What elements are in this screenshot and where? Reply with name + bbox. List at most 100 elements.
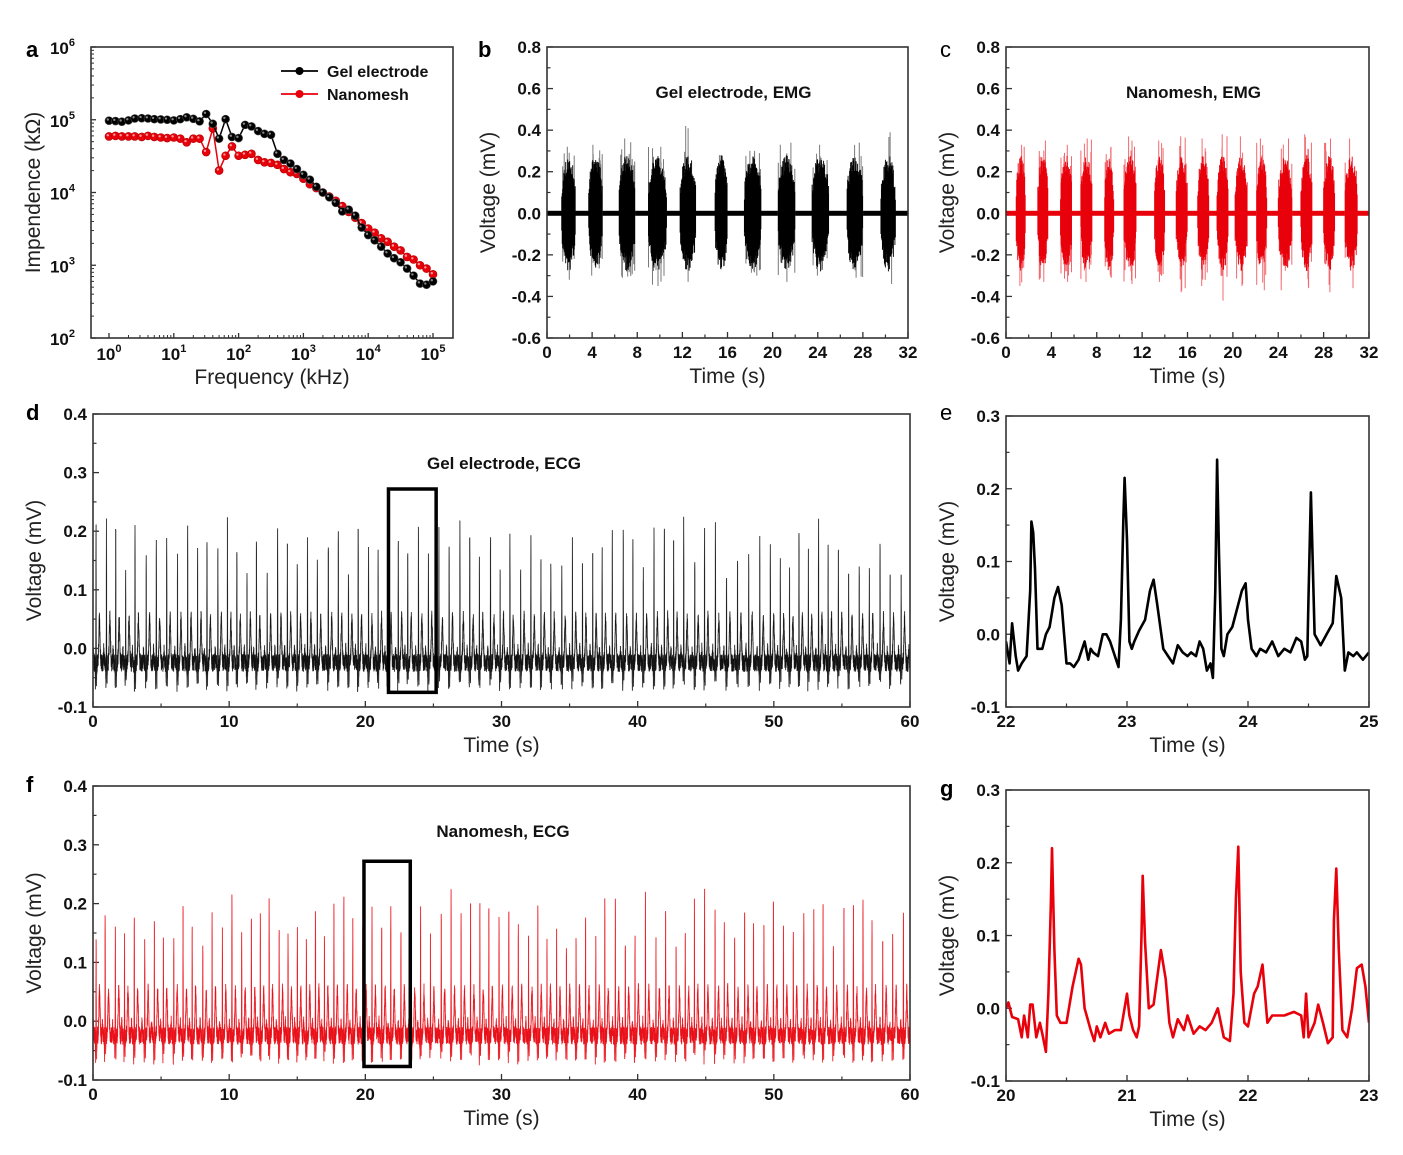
data-point-highlight — [294, 166, 297, 170]
data-point-highlight — [190, 136, 194, 139]
series-emg — [547, 126, 908, 286]
y-tick-label: 0.1 — [976, 553, 1000, 572]
x-tick-label: 0 — [542, 343, 551, 362]
data-point-highlight — [378, 244, 382, 247]
data-point-highlight — [145, 133, 149, 136]
y-tick-label: 0.2 — [976, 854, 1000, 873]
panel-label-e: e — [940, 400, 952, 425]
data-point-highlight — [132, 134, 135, 137]
x-axis-title: Time (s) — [1149, 1108, 1225, 1131]
legend-marker — [295, 67, 304, 75]
data-point-highlight — [404, 266, 408, 269]
series-ecg — [93, 888, 910, 1066]
data-point-highlight — [145, 116, 149, 119]
plot-frame — [1005, 415, 1370, 708]
x-tick-label: 8 — [1092, 343, 1101, 362]
series-gel-electrode — [104, 109, 438, 290]
data-point-highlight — [249, 124, 252, 127]
y-tick-label: 0.8 — [976, 38, 1000, 57]
x-axis-title: Frequency (kHz) — [194, 366, 349, 389]
data-point-highlight — [281, 157, 284, 160]
data-point-highlight — [326, 194, 330, 198]
panel-g: 20 21 22 23 -0.1 0.0 0.1 0.2 0.3 Time (s) Voltage … — [936, 781, 1378, 1131]
y-tick-exponent: 5 — [69, 110, 75, 122]
data-point-highlight — [216, 168, 220, 171]
y-tick-label: 0.3 — [976, 781, 1000, 800]
data-point — [312, 182, 321, 192]
legend-label: Nanomesh — [327, 87, 409, 104]
data-point-highlight — [113, 133, 116, 136]
data-point-highlight — [171, 135, 174, 138]
data-point-highlight — [262, 131, 265, 134]
y-tick-label: 104 — [50, 183, 76, 204]
y-tick-label: 0.1 — [63, 953, 87, 972]
data-point — [208, 119, 218, 129]
y-tick-label: 0.0 — [63, 639, 87, 658]
data-point — [376, 242, 386, 251]
panel-label-b: b — [478, 37, 491, 62]
panel-c: 0 4 8 12 16 20 24 28 32 -0.6 -0.4 -0.2 0.0 0.2 0.4 0.6 0… — [936, 38, 1378, 388]
x-tick-label: 21 — [1118, 1086, 1137, 1105]
x-tick-label: 8 — [633, 343, 642, 362]
data-point — [195, 134, 204, 143]
data-point-highlight — [255, 157, 259, 160]
panel-label-a: a — [26, 37, 39, 62]
y-axis-title: Voltage (mV) — [23, 872, 46, 993]
y-axis-title: Impendence (kΩ) — [22, 112, 45, 274]
data-point-highlight — [411, 257, 414, 260]
data-point-highlight — [151, 116, 155, 120]
y-tick-label: 0.2 — [63, 895, 87, 914]
data-point-highlight — [398, 259, 401, 263]
y-axis-title: Voltage (mV) — [936, 132, 959, 253]
data-point-highlight — [424, 266, 427, 269]
x-tick-exponent: 2 — [245, 343, 251, 355]
data-point — [195, 117, 204, 126]
legend: Gel electrode Nanomesh — [281, 64, 428, 104]
x-tick-label: 30 — [492, 712, 511, 731]
panel-annotation: Nanomesh, ECG — [436, 822, 569, 841]
data-point-highlight — [339, 203, 343, 207]
data-point-highlight — [275, 162, 278, 165]
series-ecg-zoom — [1006, 845, 1369, 1054]
x-tick-exponent: 1 — [180, 343, 186, 355]
data-point — [247, 149, 256, 159]
highlight-box — [362, 859, 413, 1069]
legend-marker — [295, 90, 304, 98]
y-tick-label: -0.2 — [512, 246, 541, 265]
data-point-highlight — [411, 273, 414, 276]
plot-frame — [92, 785, 911, 1081]
data-point-highlight — [119, 119, 122, 122]
ecg-trace-outer — [93, 888, 910, 1066]
data-point — [350, 211, 360, 220]
plot-frame — [90, 46, 454, 339]
series-ecg-zoom — [1006, 458, 1369, 680]
y-tick-label: -0.6 — [512, 329, 541, 348]
data-point-highlight — [139, 115, 142, 119]
data-point-highlight — [391, 244, 395, 247]
x-tick-label: 100 — [96, 343, 121, 364]
x-tick-label: 28 — [853, 343, 872, 362]
y-tick-label: -0.1 — [971, 1072, 1000, 1091]
data-point-highlight — [385, 239, 388, 242]
data-point — [234, 133, 243, 143]
data-point-highlight — [177, 136, 181, 139]
y-tick-exponent: 4 — [69, 183, 76, 195]
y-tick-label: 0.2 — [976, 163, 1000, 182]
x-tick-label: 20 — [997, 1086, 1016, 1105]
y-tick-label: 0.2 — [517, 163, 541, 182]
data-point-highlight — [113, 118, 116, 122]
data-point — [201, 147, 211, 157]
data-point-highlight — [417, 262, 421, 266]
y-tick-label: 0.8 — [517, 38, 541, 57]
data-point-highlight — [398, 248, 401, 251]
data-point-highlight — [223, 116, 226, 120]
data-point — [292, 164, 302, 174]
y-tick-label: -0.4 — [971, 287, 1001, 306]
y-tick-label: 0.1 — [63, 581, 87, 600]
data-point-highlight — [424, 282, 427, 285]
data-point — [409, 271, 418, 280]
panel-annotation: Gel electrode, ECG — [427, 454, 581, 473]
ecg-trace — [93, 516, 910, 692]
data-point-highlight — [281, 166, 284, 170]
data-point-highlight — [404, 254, 408, 257]
